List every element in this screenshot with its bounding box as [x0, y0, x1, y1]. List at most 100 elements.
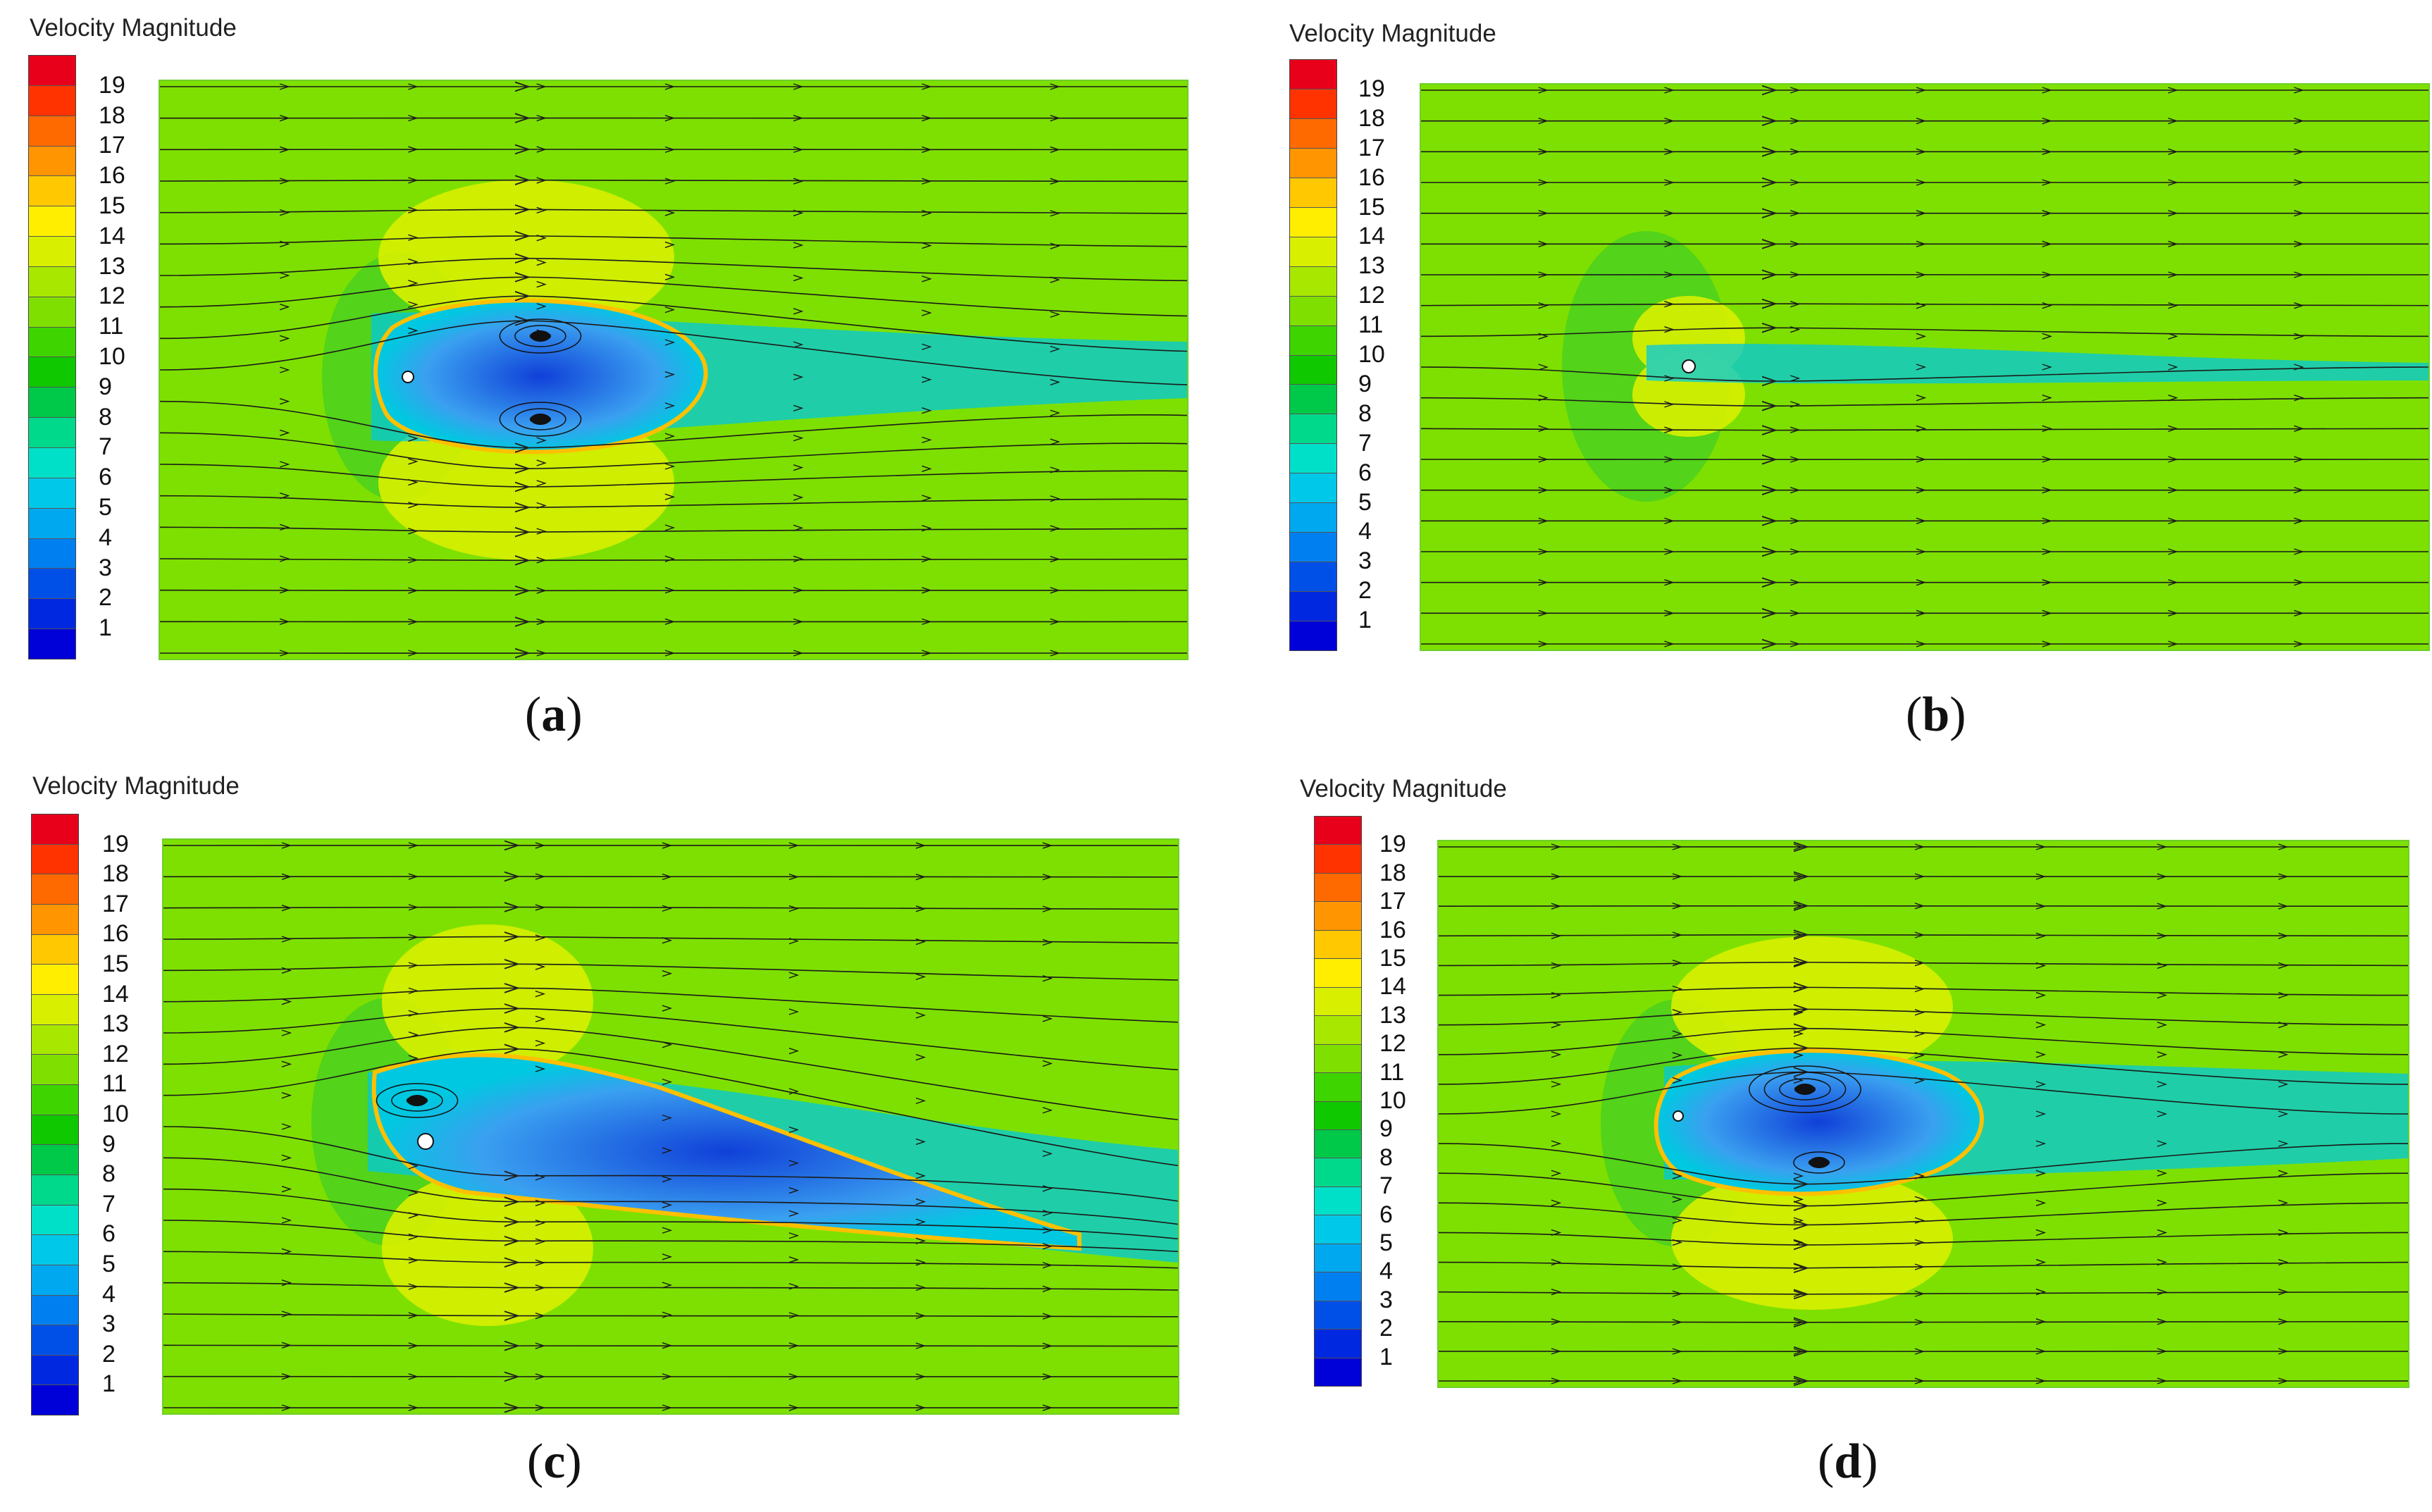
streamline-arrow	[1538, 179, 1549, 186]
streamline-arrow	[408, 435, 418, 442]
streamline-arrow	[1551, 1377, 1562, 1384]
streamline-arrow	[280, 115, 290, 122]
streamline	[1439, 1172, 2408, 1206]
colorbar-title-a: Velocity Magnitude	[30, 14, 237, 42]
colorbar-tick: 5	[1358, 488, 1372, 516]
streamline-arrow	[408, 904, 419, 911]
colorbar-tick: 10	[1379, 1087, 1406, 1114]
streamline-arrow	[2168, 395, 2178, 402]
streamline-arrow	[536, 206, 547, 214]
streamline	[1439, 1029, 2408, 1055]
streamline-arrow	[1916, 302, 1927, 309]
streamline-arrow	[2278, 1140, 2289, 1147]
streamline-arrow	[535, 963, 546, 970]
cavity-region	[373, 298, 708, 454]
streamline-arrow	[408, 280, 418, 287]
streamline-arrow	[2035, 1199, 2047, 1206]
streamline-arrow	[281, 905, 292, 912]
colorbar-title-c: Velocity Magnitude	[32, 772, 240, 800]
streamline-arrow	[281, 1186, 292, 1193]
streamline-arrow	[1050, 555, 1060, 563]
streamline-arrow	[1914, 1318, 1925, 1326]
streamline-arrow	[281, 1029, 292, 1036]
colorbar-swatch	[32, 1385, 78, 1415]
cylinder-body	[402, 371, 414, 383]
streamline-arrow	[793, 650, 804, 657]
streamline	[1439, 1232, 2408, 1244]
streamline-arrow	[1790, 548, 1801, 555]
streamline	[1439, 1009, 2408, 1026]
colorbar-tick: 12	[1379, 1030, 1406, 1058]
streamline-arrow	[1790, 579, 1801, 586]
streamline-arrow	[280, 304, 290, 311]
streamline-arrow	[662, 905, 673, 912]
streamline-arrow	[1042, 1373, 1053, 1380]
streamline-arrow	[281, 1279, 292, 1287]
streamline-arrow	[2168, 240, 2178, 247]
streamline-arrow	[1551, 873, 1562, 880]
streamline-arrow	[536, 259, 547, 266]
colorbar-swatch	[29, 206, 75, 237]
streamline-arrow	[408, 83, 418, 90]
colorbar-swatch	[1290, 355, 1336, 385]
streamline-arrow	[1042, 1243, 1053, 1250]
streamline-arrow	[664, 402, 676, 409]
streamline-arrow	[280, 240, 290, 247]
streamline-arrow	[1664, 210, 1675, 217]
vortex-ring	[499, 402, 582, 437]
streamline-arrow	[2168, 302, 2178, 309]
streamline-arrow	[408, 842, 419, 849]
colorbar-tick: 8	[99, 403, 112, 430]
streamline-arrow	[922, 83, 932, 90]
streamline-arrow	[281, 1373, 292, 1380]
colorbar-tick: 15	[102, 950, 129, 977]
streamline-arrow	[664, 371, 676, 378]
streamline-arrow	[1914, 931, 1925, 938]
streamline-arrow	[536, 587, 547, 594]
streamline-arrow	[2294, 425, 2304, 432]
streamline-arrow	[1916, 517, 1927, 524]
streamline-arrow	[281, 1310, 292, 1318]
streamline-arrow	[788, 1186, 800, 1194]
streamline-arrow	[1538, 240, 1549, 247]
streamline-arrow	[1672, 1239, 1683, 1246]
streamline-arrow	[1672, 1172, 1683, 1179]
streamline-arrow	[664, 209, 676, 216]
colorbar-swatch	[1315, 1129, 1361, 1159]
streamline-arrow	[535, 1404, 546, 1411]
colorbar-c	[31, 814, 79, 1415]
streamline	[163, 964, 1178, 981]
streamline-arrow	[915, 1218, 926, 1225]
acceleration-zone-top	[382, 924, 593, 1079]
colorbar-swatch	[1315, 1272, 1361, 1301]
streamline-arrow	[2042, 148, 2052, 155]
streamline-arrow	[1538, 302, 1549, 309]
streamline-arrow	[408, 502, 418, 509]
colorbar-swatch	[29, 629, 75, 659]
streamline-arrow	[2157, 1377, 2168, 1384]
streamline-arrow	[662, 1227, 673, 1234]
streamline-arrow	[2278, 1258, 2289, 1266]
wake-region	[1646, 343, 2428, 384]
streamline-arrow	[408, 478, 418, 486]
colorbar-tick: 5	[1379, 1229, 1393, 1256]
colorbar-tick: 17	[102, 890, 129, 917]
streamline-arrow	[1793, 1172, 1804, 1179]
streamline-arrow	[793, 464, 804, 471]
streamline-arrow	[535, 1015, 546, 1022]
streamline-arrow	[662, 937, 673, 944]
streamline	[163, 1220, 1178, 1253]
streamline-arrow	[2168, 609, 2178, 616]
colorbar-swatch	[29, 327, 75, 358]
streamline-arrow	[281, 873, 292, 880]
colorbar-swatch	[1290, 266, 1336, 297]
colorbar-a	[28, 55, 76, 659]
streamline-arrow	[1793, 1377, 1804, 1384]
streamline	[163, 876, 1178, 877]
colorbar-tick: 3	[102, 1310, 116, 1338]
colorbar-swatch	[1290, 148, 1336, 178]
colorbar-swatch	[1315, 845, 1361, 874]
streamline-arrow	[1793, 1290, 1804, 1297]
streamline	[160, 559, 1187, 560]
colorbar-tick: 4	[99, 523, 112, 551]
